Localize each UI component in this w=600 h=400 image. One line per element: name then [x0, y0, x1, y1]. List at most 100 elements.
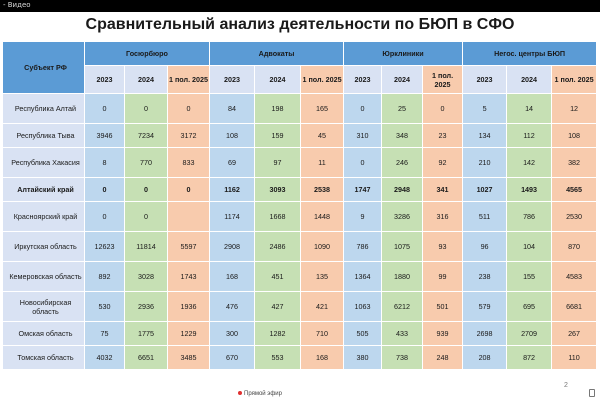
table-row: Красноярский край 0 0 1174 1668 1448 9 3… [2, 201, 598, 232]
value-cell: 300 [209, 321, 256, 346]
value-cell: 0 [343, 93, 383, 124]
value-cell: 134 [462, 123, 508, 148]
subject-column-header: Субъект РФ [2, 41, 85, 94]
value-cell: 2936 [124, 291, 168, 322]
year-header: 2024 [124, 65, 168, 94]
value-cell: 2538 [300, 177, 345, 202]
value-cell: 770 [124, 147, 168, 178]
value-cell: 1364 [343, 261, 383, 292]
value-cell: 135 [300, 261, 345, 292]
value-cell: 4565 [551, 177, 598, 202]
value-cell: 316 [422, 201, 464, 232]
value-cell: 6681 [551, 291, 598, 322]
value-cell: 0 [166, 93, 211, 124]
value-cell: 96 [462, 231, 508, 262]
value-cell: 695 [506, 291, 553, 322]
value-cell [166, 201, 211, 232]
year-header: 2024 [254, 65, 302, 94]
subject-cell: Республика Тыва [2, 123, 85, 148]
value-cell: 45 [300, 123, 345, 148]
group-header-state-bureau: Госюрбюро [83, 41, 211, 66]
table-row: Новосибирская область 530 2936 1936 476 … [2, 291, 598, 322]
table-row: Республика Хакасия 8 770 833 69 97 11 0 … [2, 147, 598, 178]
value-cell: 2698 [462, 321, 508, 346]
year-header: 2024 [506, 65, 553, 94]
value-cell: 4583 [551, 261, 598, 292]
value-cell: 3286 [381, 201, 424, 232]
value-cell: 1075 [381, 231, 424, 262]
table-row: Республика Алтай 0 0 0 84 198 165 0 25 0… [2, 93, 598, 124]
live-broadcast-label[interactable]: Прямой эфир [238, 391, 282, 397]
subject-cell: Республика Хакасия [2, 147, 85, 178]
value-cell: 5597 [166, 231, 211, 262]
value-cell: 433 [381, 321, 424, 346]
value-cell: 0 [124, 201, 168, 232]
value-cell: 0 [343, 147, 383, 178]
value-cell: 3093 [254, 177, 302, 202]
value-cell: 0 [84, 177, 125, 202]
value-cell: 0 [166, 177, 211, 202]
value-cell: 1747 [343, 177, 383, 202]
table-row: Томская область 4032 6651 3485 670 553 1… [2, 345, 598, 370]
value-cell: 2709 [506, 321, 553, 346]
value-cell: 3946 [84, 123, 125, 148]
value-cell: 23 [422, 123, 464, 148]
value-cell: 104 [506, 231, 553, 262]
value-cell: 1063 [343, 291, 383, 322]
value-cell: 165 [300, 93, 345, 124]
value-cell: 0 [84, 93, 125, 124]
value-cell: 421 [300, 291, 345, 322]
value-cell: 198 [254, 93, 302, 124]
value-cell: 786 [343, 231, 383, 262]
subject-cell: Томская область [2, 345, 85, 370]
value-cell: 553 [254, 345, 302, 370]
year-header: 1 пол. 2025 [551, 65, 598, 94]
value-cell: 786 [506, 201, 553, 232]
slide-page-number: 2 [564, 382, 568, 389]
fullscreen-icon[interactable] [589, 389, 595, 397]
year-header: 2023 [209, 65, 256, 94]
value-cell: 348 [381, 123, 424, 148]
group-header-nonstate-centers: Негос. центры БЮП [462, 41, 598, 66]
value-cell: 0 [84, 201, 125, 232]
value-cell: 8 [84, 147, 125, 178]
video-window-bar: - Видео [0, 0, 600, 12]
value-cell: 1775 [124, 321, 168, 346]
value-cell: 155 [506, 261, 553, 292]
value-cell: 208 [462, 345, 508, 370]
value-cell: 738 [381, 345, 424, 370]
value-cell: 1493 [506, 177, 553, 202]
value-cell: 833 [166, 147, 211, 178]
table-row: Республика Тыва 3946 7234 3172 108 159 4… [2, 123, 598, 148]
value-cell: 710 [300, 321, 345, 346]
value-cell: 246 [381, 147, 424, 178]
value-cell: 870 [551, 231, 598, 262]
value-cell: 168 [209, 261, 256, 292]
value-cell: 9 [343, 201, 383, 232]
value-cell: 6212 [381, 291, 424, 322]
value-cell: 2948 [381, 177, 424, 202]
value-cell: 75 [84, 321, 125, 346]
value-cell: 6651 [124, 345, 168, 370]
value-cell: 97 [254, 147, 302, 178]
value-cell: 1282 [254, 321, 302, 346]
value-cell: 310 [343, 123, 383, 148]
comparison-table: Субъект РФ Госюрбюро Адвокаты Юрклиники … [2, 41, 598, 370]
subject-cell: Омская область [2, 321, 85, 346]
value-cell: 1936 [166, 291, 211, 322]
value-cell: 12 [551, 93, 598, 124]
subject-cell: Иркутская область [2, 231, 85, 262]
value-cell: 11 [300, 147, 345, 178]
value-cell: 2530 [551, 201, 598, 232]
value-cell: 579 [462, 291, 508, 322]
value-cell: 511 [462, 201, 508, 232]
value-cell: 14 [506, 93, 553, 124]
year-header: 2024 [381, 65, 424, 94]
value-cell: 1229 [166, 321, 211, 346]
table-row: Кемеровская область 892 3028 1743 168 45… [2, 261, 598, 292]
subject-cell: Республика Алтай [2, 93, 85, 124]
value-cell: 476 [209, 291, 256, 322]
value-cell: 7234 [124, 123, 168, 148]
group-header-lawyers: Адвокаты [209, 41, 345, 66]
value-cell: 4032 [84, 345, 125, 370]
